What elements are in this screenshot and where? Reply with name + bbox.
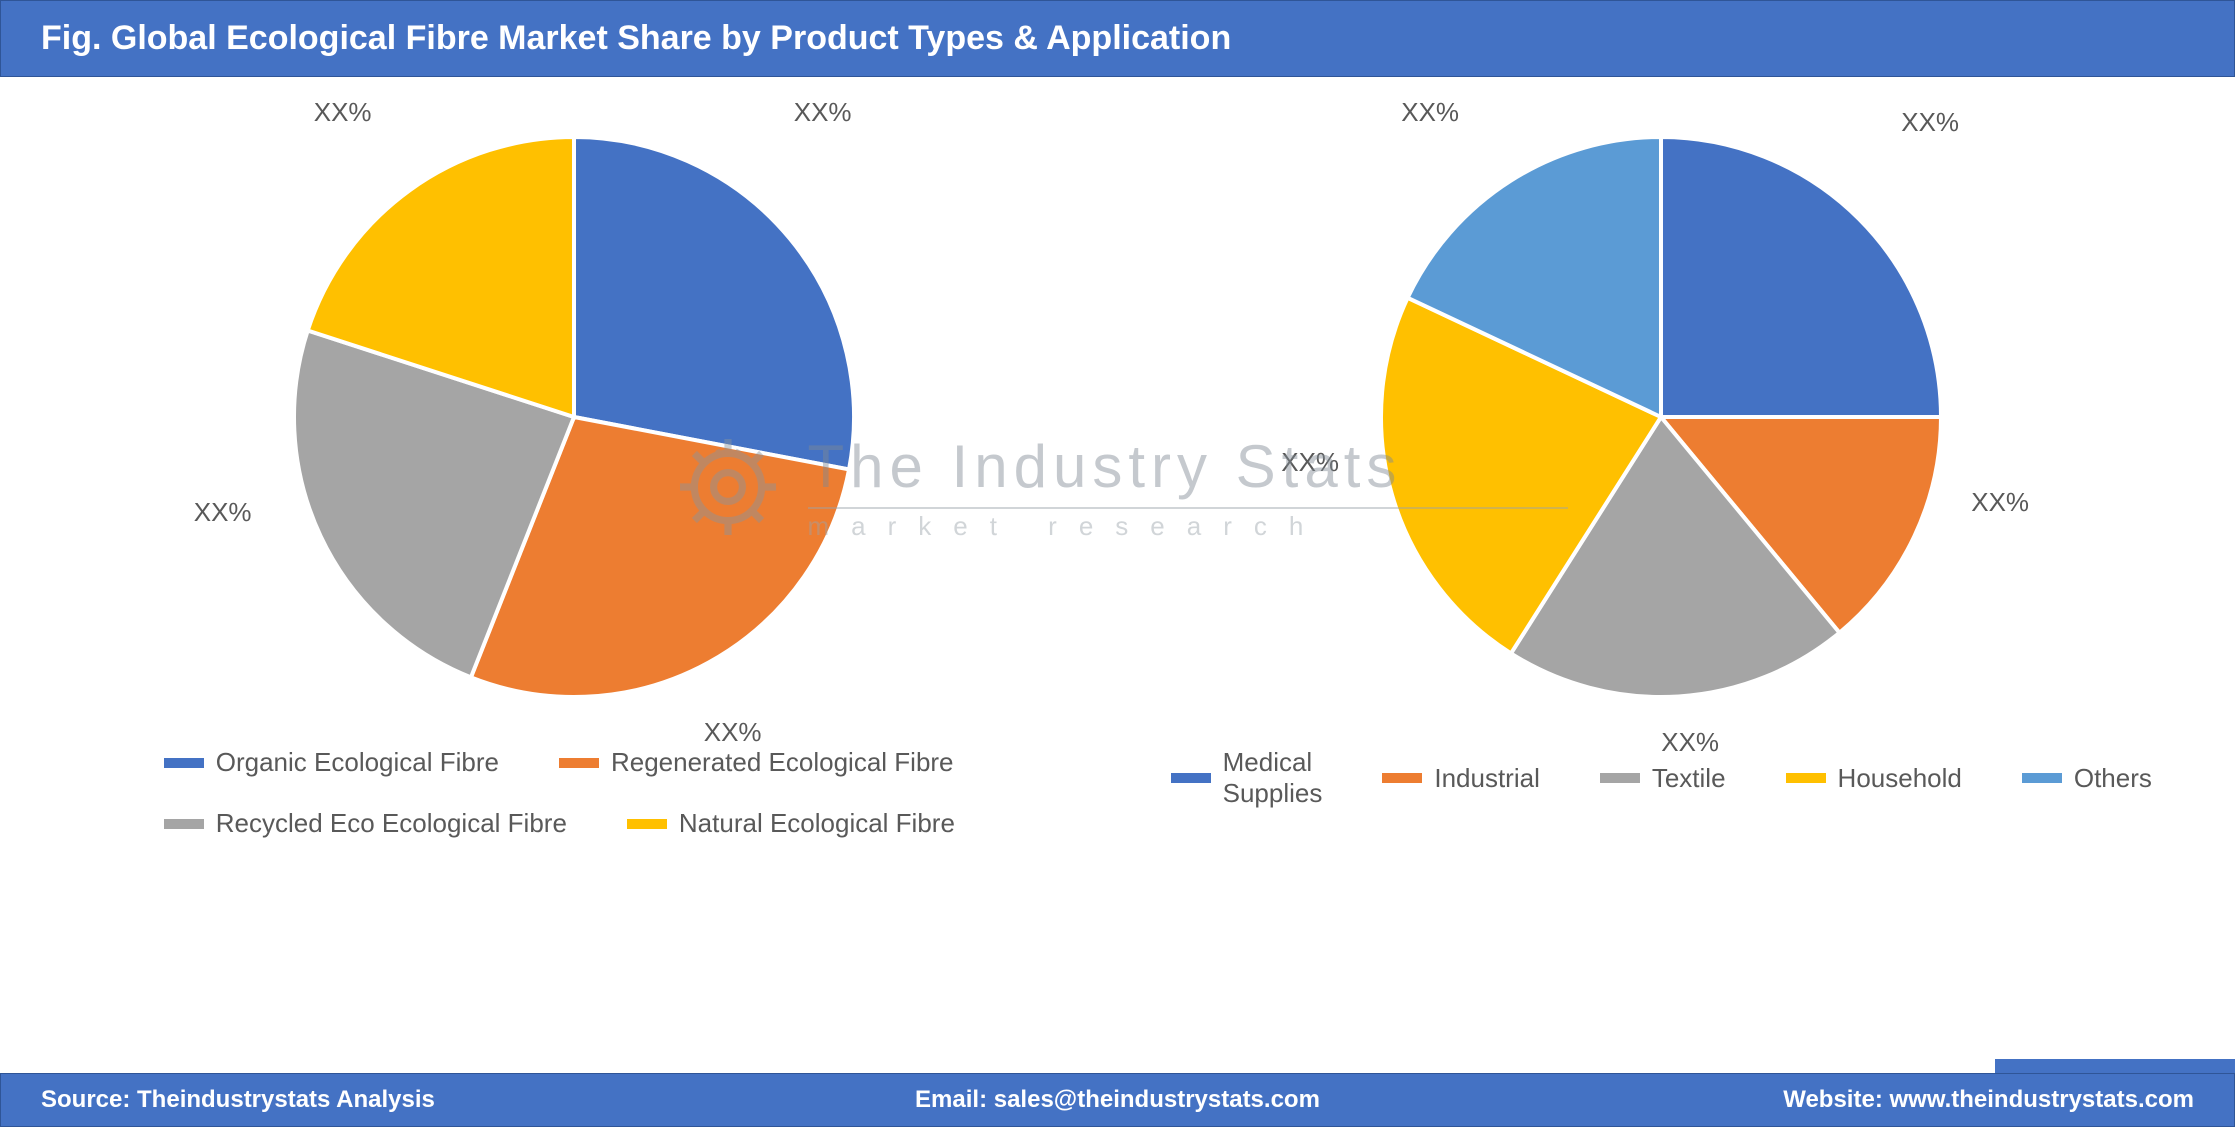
legend-label: Household — [1838, 763, 1962, 794]
pie-svg — [1361, 117, 1961, 717]
legend-swatch — [1382, 773, 1422, 783]
application-chart: XX%XX%XX%XX%XX% Medical Supplies Industri… — [1118, 117, 2206, 809]
application-pie: XX%XX%XX%XX%XX% — [1361, 117, 1961, 717]
legend-item: Regenerated Ecological Fibre — [559, 747, 954, 778]
legend-item: Medical Supplies — [1171, 747, 1323, 809]
product-types-pie: XX%XX%XX%XX% — [274, 117, 874, 717]
legend-item: Industrial — [1382, 747, 1540, 809]
legend-swatch — [164, 819, 204, 829]
figure-title-bar: Fig. Global Ecological Fibre Market Shar… — [0, 0, 2235, 77]
legend-swatch — [1786, 773, 1826, 783]
footer-accent — [1995, 1059, 2235, 1073]
charts-row: XX%XX%XX%XX% Organic Ecological FibreReg… — [0, 77, 2235, 897]
legend-swatch — [1171, 773, 1211, 783]
pie-slice-label: XX% — [314, 97, 372, 128]
pie-slice-label: XX% — [794, 97, 852, 128]
pie-svg — [274, 117, 874, 717]
product-types-chart: XX%XX%XX%XX% Organic Ecological Fibre Reg… — [30, 117, 1118, 839]
pie-slice-label: XX% — [1971, 487, 2029, 518]
footer-email: Email: sales@theindustrystats.com — [745, 1086, 1489, 1114]
footer-source: Source: Theindustrystats Analysis — [1, 1086, 745, 1114]
legend-label: Regenerated Ecological Fibre — [611, 747, 954, 778]
pie-slice-label: XX% — [194, 497, 252, 528]
legend-label: Others — [2074, 763, 2152, 794]
legend-item: Others — [2022, 747, 2152, 809]
footer-website: Website: www.theindustrystats.com — [1490, 1086, 2234, 1114]
legend-swatch — [627, 819, 667, 829]
pie-slice-label: XX% — [1661, 727, 1719, 758]
legend-label: Industrial — [1434, 763, 1540, 794]
legend-item: Household — [1786, 747, 1962, 809]
legend-swatch — [559, 758, 599, 768]
legend-label: Recycled Eco Ecological Fibre — [216, 808, 567, 839]
pie-slice-label: XX% — [1281, 447, 1339, 478]
legend-label: Organic Ecological Fibre — [216, 747, 499, 778]
pie-slice-label: XX% — [1901, 107, 1959, 138]
legend-label: Medical Supplies — [1223, 747, 1323, 809]
legend-item: Organic Ecological Fibre — [164, 747, 499, 778]
pie-slice — [574, 137, 854, 469]
pie-slice — [1661, 137, 1941, 417]
legend-item: Natural Ecological Fibre — [627, 808, 955, 839]
pie-slice-label: XX% — [704, 717, 762, 748]
product-types-legend: Organic Ecological Fibre Regenerated Ecol… — [124, 747, 1024, 839]
legend-item: Recycled Eco Ecological Fibre — [164, 808, 567, 839]
footer-bar: Source: Theindustrystats Analysis Email:… — [0, 1073, 2235, 1127]
legend-swatch — [1600, 773, 1640, 783]
legend-swatch — [164, 758, 204, 768]
legend-swatch — [2022, 773, 2062, 783]
legend-label: Natural Ecological Fibre — [679, 808, 955, 839]
figure-title: Fig. Global Ecological Fibre Market Shar… — [41, 19, 1231, 57]
pie-slice-label: XX% — [1401, 97, 1459, 128]
legend-label: Textile — [1652, 763, 1726, 794]
